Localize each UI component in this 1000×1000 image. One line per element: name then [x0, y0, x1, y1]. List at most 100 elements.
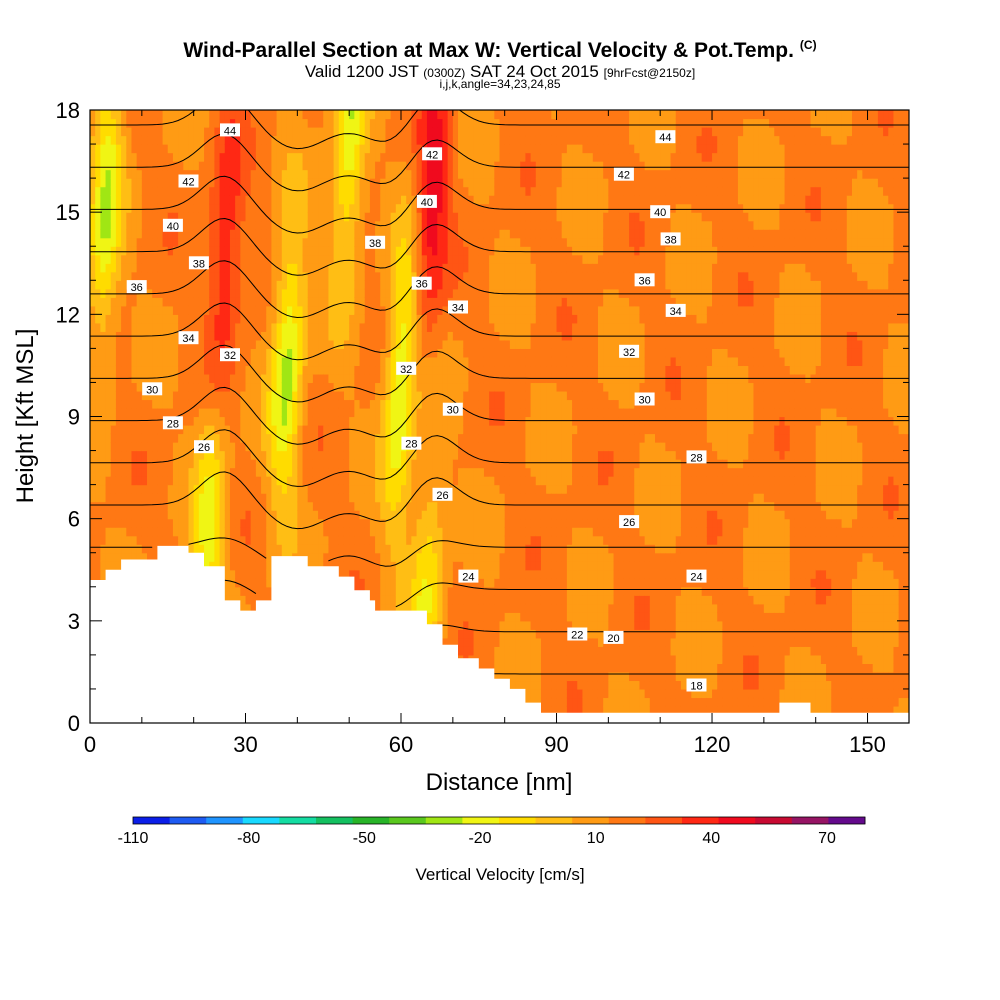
- w-cell: [224, 322, 231, 332]
- w-cell: [318, 527, 324, 537]
- w-cell: [95, 450, 101, 460]
- w-cell: [209, 161, 215, 171]
- w-cell: [323, 161, 330, 171]
- w-cell: [240, 271, 247, 281]
- w-cell: [131, 254, 138, 264]
- w-cell: [297, 314, 304, 324]
- w-cell: [162, 476, 169, 486]
- w-cell: [369, 569, 376, 579]
- w-cell: [426, 407, 433, 418]
- w-cell: [354, 356, 361, 367]
- w-cell: [100, 186, 107, 196]
- w-cell: [245, 501, 252, 511]
- w-cell: [229, 203, 236, 213]
- w-cell: [401, 288, 407, 298]
- w-cell: [338, 535, 345, 545]
- w-cell: [437, 425, 444, 435]
- w-cell: [100, 322, 107, 332]
- w-cell: [426, 118, 433, 128]
- w-cell: [307, 203, 314, 213]
- w-cell: [276, 510, 283, 520]
- w-cell: [90, 144, 96, 154]
- w-cell: [395, 586, 402, 596]
- w-cell: [385, 586, 392, 596]
- w-cell: [359, 348, 366, 358]
- w-cell: [224, 135, 231, 145]
- w-cell: [354, 161, 361, 171]
- w-cell: [437, 527, 444, 537]
- w-cell: [224, 297, 231, 307]
- w-cell: [178, 169, 184, 179]
- w-cell: [105, 399, 112, 409]
- w-cell: [333, 152, 340, 162]
- w-cell: [328, 339, 335, 349]
- w-cell: [204, 510, 210, 520]
- w-cell: [286, 118, 293, 128]
- w-cell: [105, 186, 112, 196]
- w-cell: [271, 305, 278, 315]
- w-cell: [250, 203, 257, 213]
- w-cell: [255, 297, 262, 307]
- w-cell: [395, 390, 402, 401]
- w-cell: [338, 178, 345, 188]
- w-cell: [245, 467, 252, 477]
- w-cell: [276, 246, 283, 256]
- w-cell: [271, 535, 278, 545]
- w-cell: [349, 569, 355, 579]
- w-cell: [131, 314, 138, 324]
- w-cell: [395, 603, 402, 613]
- w-cell: [188, 527, 195, 537]
- w-cell: [214, 288, 221, 298]
- w-cell: [147, 144, 153, 154]
- w-cell: [271, 348, 278, 358]
- w-cell: [136, 297, 143, 307]
- w-cell: [115, 135, 122, 145]
- w-cell: [209, 331, 215, 341]
- w-cell: [271, 186, 278, 196]
- w-cell: [411, 229, 418, 239]
- w-cell: [214, 127, 221, 137]
- w-cell: [255, 518, 262, 528]
- w-cell: [380, 203, 387, 213]
- w-cell: [250, 178, 257, 188]
- w-cell: [214, 314, 221, 324]
- w-cell: [333, 127, 340, 137]
- w-cell: [369, 127, 376, 137]
- w-cell: [286, 433, 293, 443]
- w-cell: [209, 195, 215, 205]
- w-cell: [115, 229, 122, 239]
- w-cell: [323, 527, 330, 537]
- w-cell: [421, 254, 428, 264]
- w-cell: [375, 501, 381, 511]
- w-cell: [281, 382, 288, 392]
- w-cell: [188, 459, 195, 469]
- w-cell: [162, 365, 169, 375]
- w-cell: [126, 161, 133, 171]
- w-cell: [240, 544, 247, 554]
- w-cell: [178, 442, 184, 452]
- w-cell: [240, 237, 247, 247]
- w-cell: [240, 110, 247, 120]
- w-cell: [338, 390, 345, 401]
- w-cell: [359, 331, 366, 341]
- w-cell: [375, 169, 381, 179]
- w-cell: [126, 399, 133, 409]
- w-cell: [354, 186, 361, 196]
- w-cell: [354, 493, 361, 503]
- w-cell: [183, 237, 190, 247]
- w-cell: [255, 246, 262, 256]
- w-cell: [90, 407, 96, 418]
- w-cell: [297, 135, 304, 145]
- w-cell: [276, 237, 283, 247]
- w-cell: [286, 169, 293, 179]
- w-cell: [416, 569, 423, 579]
- w-cell: [349, 144, 355, 154]
- w-cell: [432, 459, 438, 469]
- w-cell: [110, 288, 117, 298]
- w-cell: [245, 399, 252, 409]
- w-cell: [369, 186, 376, 196]
- w-cell: [229, 373, 236, 384]
- w-cell: [292, 407, 298, 418]
- w-cell: [131, 484, 138, 494]
- w-cell: [328, 450, 335, 460]
